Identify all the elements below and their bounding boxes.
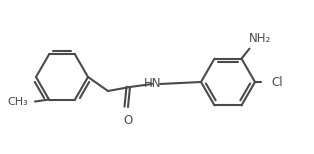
Text: Cl: Cl: [271, 75, 283, 89]
Text: O: O: [123, 114, 133, 127]
Text: NH₂: NH₂: [248, 32, 271, 45]
Text: CH₃: CH₃: [7, 97, 28, 107]
Text: HN: HN: [144, 77, 162, 89]
